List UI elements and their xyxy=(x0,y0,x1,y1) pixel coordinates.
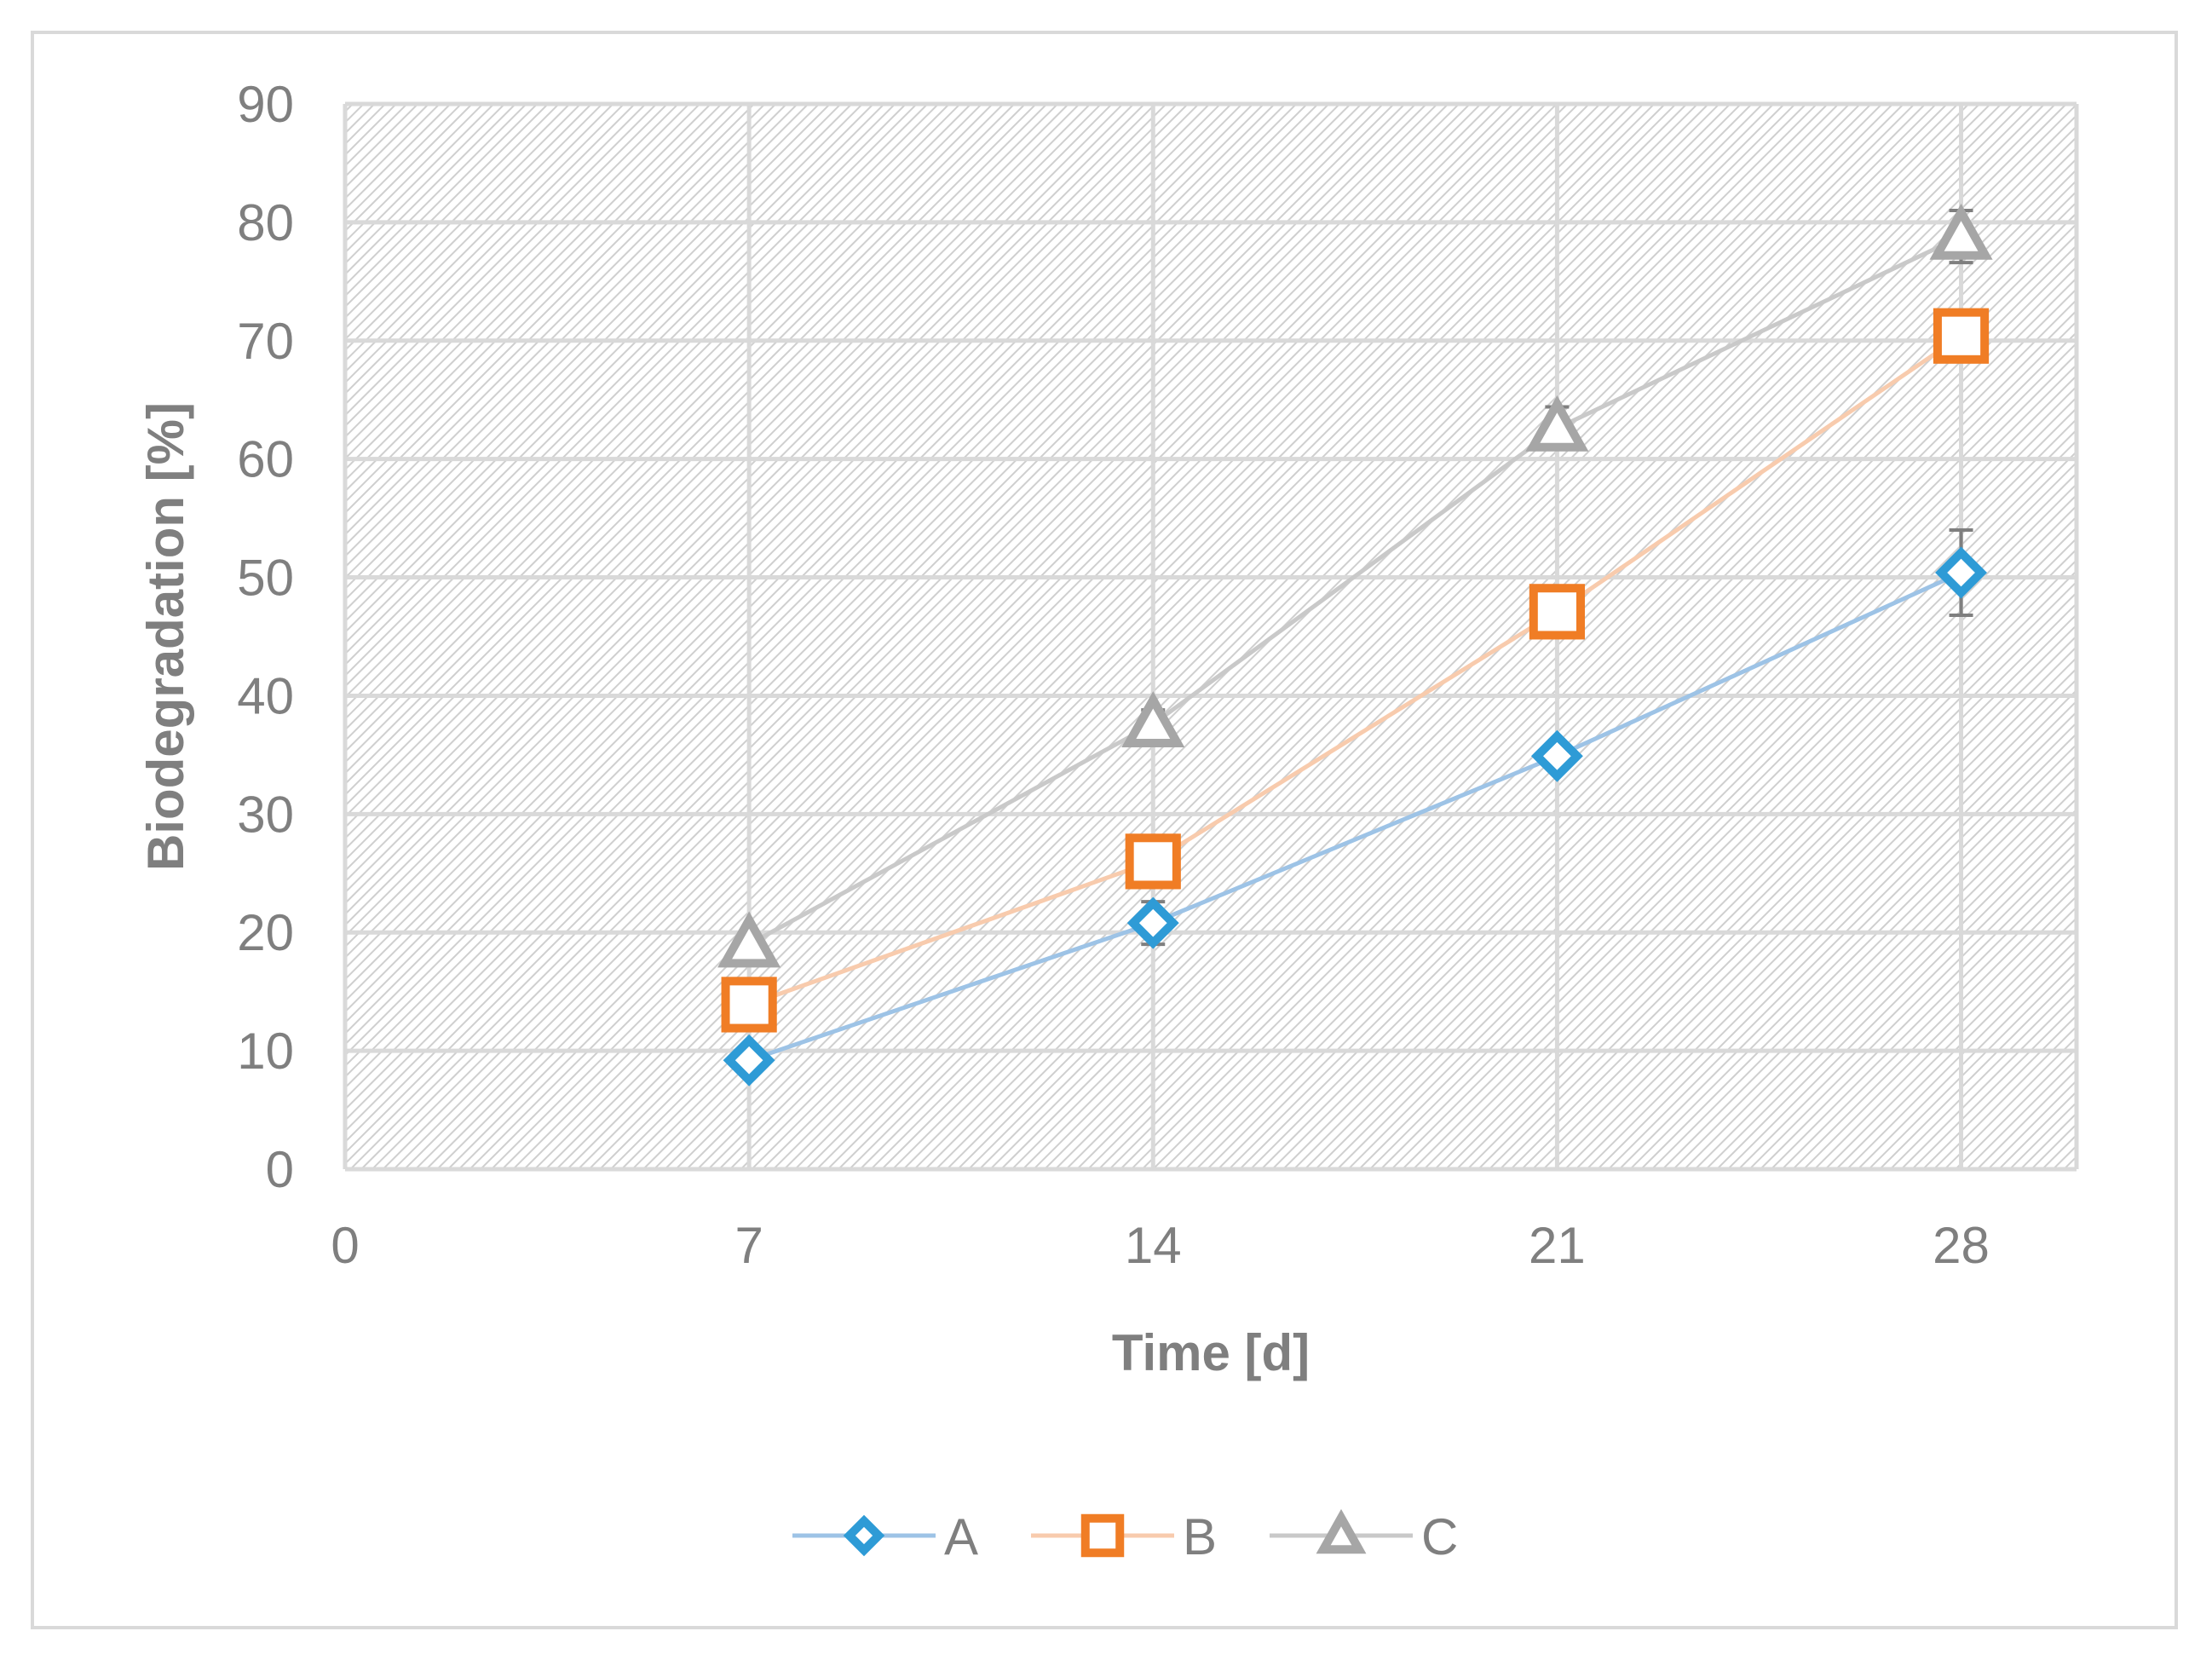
data-point-b xyxy=(1933,308,1990,364)
y-tick-label: 20 xyxy=(237,904,294,961)
x-tick-label: 0 xyxy=(331,1217,359,1274)
data-point-a xyxy=(1126,896,1179,949)
legend-label-a: A xyxy=(944,1508,978,1565)
data-point-b xyxy=(721,977,777,1033)
series-b xyxy=(721,308,1990,1033)
axes: 0 10 20 30 40 50 60 70 80 90 0 7 14 21 28 xyxy=(237,76,1990,1274)
y-tick-label: 70 xyxy=(237,313,294,370)
series-b-line xyxy=(748,334,1962,1007)
data-point-c xyxy=(717,911,781,968)
data-point-b xyxy=(1125,833,1181,890)
legend-label-c: C xyxy=(1421,1508,1458,1565)
x-axis-title: Time [d] xyxy=(1112,1324,1310,1381)
legend-marker-a xyxy=(843,1514,885,1557)
series-a-line xyxy=(748,570,1962,1063)
data-point-c xyxy=(1121,691,1185,748)
y-tick-label: 30 xyxy=(237,786,294,843)
legend-label-b: B xyxy=(1183,1508,1217,1565)
series-a xyxy=(723,528,1988,1086)
data-point-b xyxy=(1529,584,1586,640)
x-tick-label: 21 xyxy=(1529,1217,1586,1274)
y-tick-label: 60 xyxy=(237,431,294,488)
legend-marker-c xyxy=(1316,1508,1367,1554)
legend-item-a: A xyxy=(792,1508,978,1565)
y-tick-label: 50 xyxy=(237,550,294,607)
y-tick-label: 10 xyxy=(237,1023,294,1080)
y-tick-label: 40 xyxy=(237,667,294,724)
data-point-a xyxy=(1530,729,1583,782)
plot-area xyxy=(345,104,2077,1169)
x-tick-label: 14 xyxy=(1125,1217,1182,1274)
series-c xyxy=(717,203,1993,968)
y-axis-title: Biodegradation [%] xyxy=(137,402,194,871)
series-c-line xyxy=(747,234,1962,947)
data-point-c xyxy=(1525,395,1589,452)
legend-item-b: B xyxy=(1031,1508,1217,1565)
legend-marker-b xyxy=(1080,1513,1125,1558)
x-tick-label: 28 xyxy=(1933,1217,1990,1274)
y-tick-label: 0 xyxy=(266,1141,294,1198)
x-tick-label: 7 xyxy=(734,1217,763,1274)
data-point-c xyxy=(1929,203,1993,260)
legend: A B C xyxy=(792,1508,1458,1565)
legend-item-c: C xyxy=(1270,1508,1458,1565)
data-point-a xyxy=(1935,546,1988,599)
series-layer xyxy=(717,203,1993,1086)
y-tick-label: 90 xyxy=(237,76,294,133)
data-point-a xyxy=(723,1034,775,1086)
y-tick-label: 80 xyxy=(237,194,294,251)
